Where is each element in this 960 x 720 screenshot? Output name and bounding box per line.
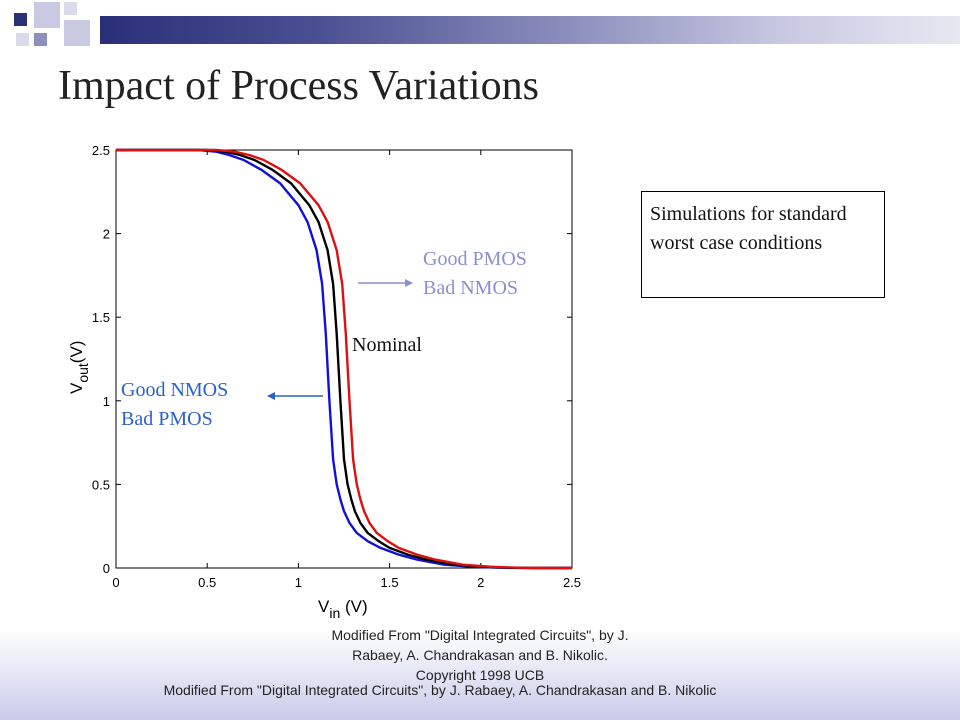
annotation-bad-pmos: Bad PMOS <box>121 408 213 430</box>
y-tick-label: 0 <box>103 561 110 576</box>
series-nominal <box>116 148 572 570</box>
x-tick-label: 2 <box>477 575 484 590</box>
x-tick-label: 0.5 <box>198 575 216 590</box>
copyright-caption-lower: Modified From "Digital Integrated Circui… <box>163 682 717 698</box>
slide-title: Impact of Process Variations <box>58 63 539 109</box>
y-axis-label-unit: (V) <box>67 341 86 364</box>
series-good-nmos-bad-pmos <box>116 148 572 570</box>
annotation-good-nmos: Good NMOS <box>121 379 228 401</box>
x-axis-label-subscript: in <box>329 605 340 621</box>
x-axis-label-unit: (V) <box>340 597 367 616</box>
x-tick-label: 1.5 <box>381 575 399 590</box>
curve-group <box>116 148 572 570</box>
x-tick-label: 0 <box>112 575 119 590</box>
annotation-good-pmos: Good PMOS <box>423 248 527 270</box>
y-tick-label: 2.5 <box>92 143 110 158</box>
y-tick-label: 1 <box>103 394 110 409</box>
y-axis-label: Vout(V) <box>67 341 91 394</box>
y-tick-label: 0.5 <box>92 477 110 492</box>
y-axis-label-main: V <box>67 382 86 394</box>
y-axis-label-subscript: out <box>75 363 91 383</box>
x-axis-label: Vin (V) <box>318 597 368 621</box>
annotation-nominal: Nominal <box>352 334 422 356</box>
x-tick-label: 1 <box>295 575 302 590</box>
decor-square-light <box>34 2 60 28</box>
decor-square-dark <box>14 13 27 26</box>
title-decor-bar <box>100 16 960 44</box>
footer-gradient-band <box>0 630 960 720</box>
decor-square-light <box>16 33 29 46</box>
decor-square-light <box>64 2 77 15</box>
annotation-bad-nmos: Bad NMOS <box>423 277 518 299</box>
series-good-pmos-bad-nmos <box>116 148 572 570</box>
decor-square-light <box>64 20 90 46</box>
y-tick-label: 1.5 <box>92 310 110 325</box>
y-tick-label: 2 <box>103 227 110 242</box>
x-axis-label-main: V <box>318 597 330 616</box>
simulation-note-box: Simulations for standard worst case cond… <box>641 191 885 298</box>
x-tick-label: 2.5 <box>563 575 581 590</box>
copyright-caption-upper: Modified From "Digital Integrated Circui… <box>331 627 629 683</box>
plot-frame <box>115 149 573 569</box>
decor-square-medium <box>34 33 47 46</box>
